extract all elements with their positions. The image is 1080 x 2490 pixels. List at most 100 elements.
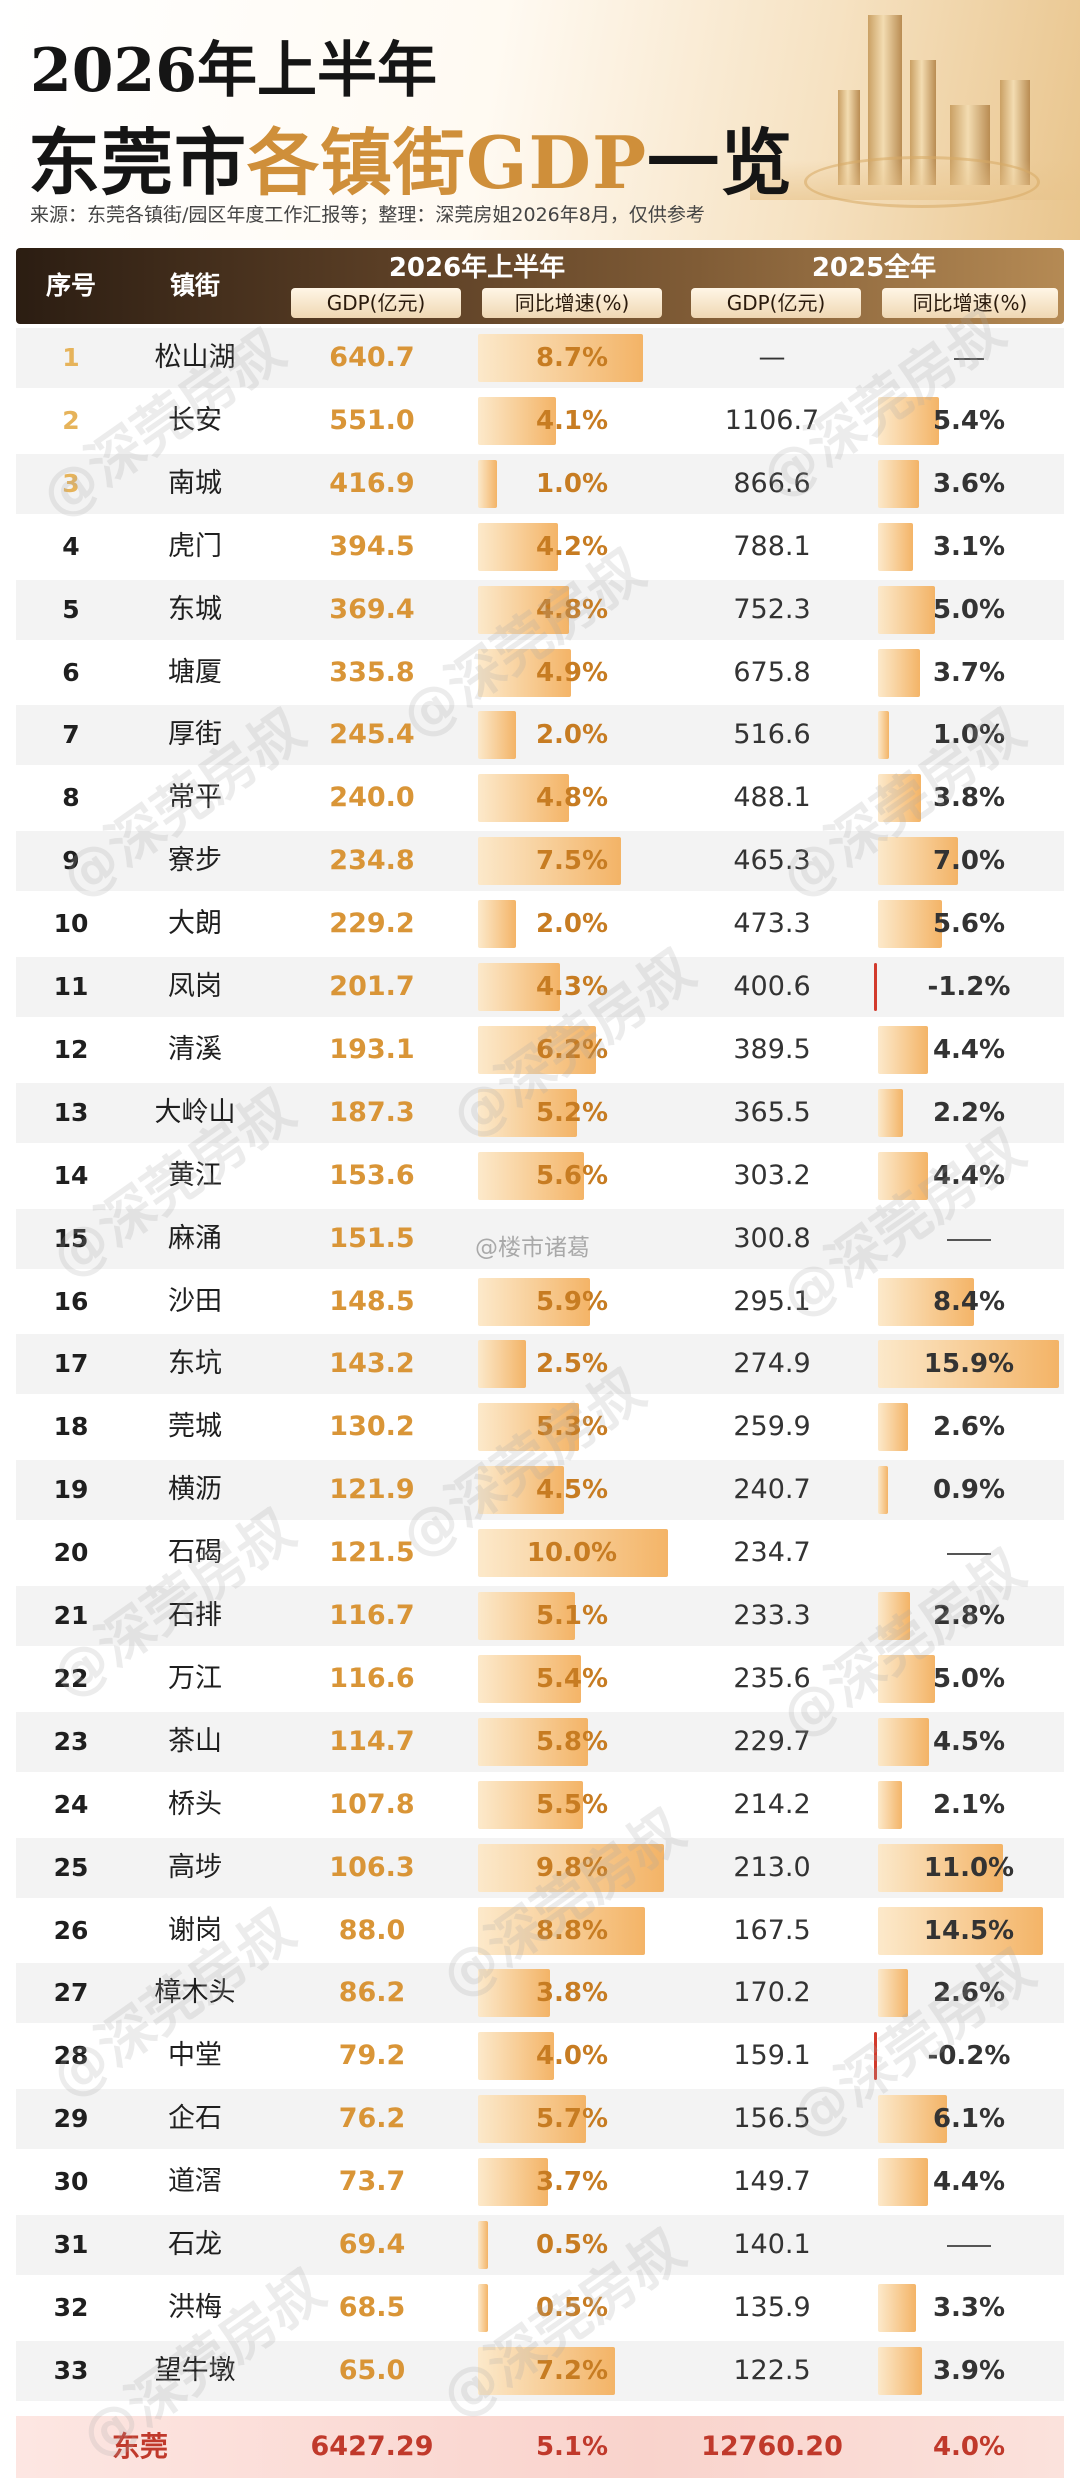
growth-2026-bar — [478, 900, 516, 948]
growth-2026: 5.5% — [474, 1775, 670, 1835]
row-number: 21 — [53, 1601, 89, 1630]
growth-2025: 3.8% — [874, 768, 1064, 828]
growth-2025: 3.1% — [874, 517, 1064, 577]
gdp-2026: 65.0 — [338, 2355, 406, 2386]
growth-2025-bar — [878, 2284, 916, 2332]
table-row: 20 石碣 121.5 10.0% 234.7 — [16, 1523, 1064, 1583]
gdp-2026: 369.4 — [329, 594, 415, 625]
growth-2026-value: 7.2% — [535, 2356, 609, 2386]
gdp-2025: 389.5 — [733, 1034, 811, 1065]
growth-2025-bar — [878, 1781, 902, 1829]
growth-2026-value: 5.2% — [535, 1098, 609, 1128]
table-row: 13 大岭山 187.3 5.2% 365.5 2.2% — [16, 1083, 1064, 1143]
growth-2026: 5.1% — [474, 1586, 670, 1646]
growth-2026: 2.0% — [474, 705, 670, 765]
total-gdp-2026: 6427.29 — [310, 2431, 434, 2462]
row-number: 22 — [53, 1664, 89, 1693]
growth-2025-bar — [878, 1718, 929, 1766]
gdp-2026: 416.9 — [329, 468, 415, 499]
table-row: 23 茶山 114.7 5.8% 229.7 4.5% — [16, 1712, 1064, 1772]
row-number: 12 — [53, 1035, 89, 1064]
growth-2026: 5.8% — [474, 1712, 670, 1772]
gdp-2025: 866.6 — [733, 468, 811, 499]
row-number: 24 — [53, 1790, 89, 1819]
town-name: 松山湖 — [154, 342, 236, 373]
town-name: 黄江 — [168, 1160, 222, 1191]
growth-2026-value: 0.5% — [535, 2293, 609, 2323]
table-row: 4 虎门 394.5 4.2% 788.1 3.1% — [16, 517, 1064, 577]
gdp-2025: 303.2 — [733, 1160, 811, 1191]
table-row: 16 沙田 148.5 5.9% 295.1 8.4% — [16, 1272, 1064, 1332]
growth-2026: 4.5% — [474, 1460, 670, 1520]
growth-2025: 8.4% — [874, 1272, 1064, 1332]
growth-2026-bar — [478, 1466, 564, 1514]
growth-2025-value: 2.1% — [932, 1790, 1006, 1820]
growth-2025-value: 3.7% — [932, 658, 1006, 688]
growth-2025-value: 6.1% — [932, 2104, 1006, 2134]
town-name: 东坑 — [168, 1348, 222, 1379]
row-number: 25 — [53, 1853, 89, 1882]
town-name: 石碣 — [168, 1537, 222, 1568]
growth-2026: 5.7% — [474, 2089, 670, 2149]
growth-2026-value: 7.5% — [535, 846, 609, 876]
town-name: 东城 — [168, 594, 222, 625]
growth-2026-bar — [478, 837, 621, 885]
gdp-2025: 135.9 — [733, 2292, 811, 2323]
growth-2026-bar — [478, 1655, 581, 1703]
gdp-2025: 259.9 — [733, 1411, 811, 1442]
gdp-2026: 121.5 — [329, 1537, 415, 1568]
gdp-2026: 68.5 — [338, 2292, 406, 2323]
growth-2025-value: 5.4% — [932, 406, 1006, 436]
gdp-2026: 86.2 — [338, 1977, 406, 2008]
growth-2025: 14.5% — [874, 1901, 1064, 1961]
growth-2025-bar — [878, 900, 942, 948]
growth-2025-bar — [878, 1969, 908, 2017]
growth-2025-value: 14.5% — [923, 1916, 1015, 1946]
title-part: 东莞市 — [28, 120, 248, 205]
town-name: 洪梅 — [168, 2292, 222, 2323]
growth-2025: 4.5% — [874, 1712, 1064, 1772]
growth-2026-value: 4.8% — [535, 595, 609, 625]
total-growth-2025: 4.0% — [932, 2432, 1006, 2462]
gdp-2025: 300.8 — [733, 1223, 811, 1254]
town-name: 寮步 — [168, 845, 222, 876]
table-row: 3 南城 416.9 1.0% 866.6 3.6% — [16, 454, 1064, 514]
town-name: 谢岗 — [168, 1915, 222, 1946]
growth-2025-value: 2.2% — [932, 1098, 1006, 1128]
growth-2025-bar — [878, 1026, 928, 1074]
gdp-2025: 675.8 — [733, 657, 811, 688]
growth-2025: 1.0% — [874, 705, 1064, 765]
growth-2026-bar — [478, 2032, 554, 2080]
growth-2025-bar — [878, 1844, 1003, 1892]
growth-2025-value: 4.4% — [932, 2167, 1006, 2197]
gdp-2025: 233.3 — [733, 1600, 811, 1631]
growth-2026-bar — [478, 2158, 548, 2206]
row-number: 9 — [62, 846, 80, 875]
gdp-2026: 73.7 — [338, 2166, 406, 2197]
growth-2025: 4.4% — [874, 2152, 1064, 2212]
gdp-2026: 193.1 — [329, 1034, 415, 1065]
growth-2025-bar — [878, 397, 939, 445]
gdp-2025: 149.7 — [733, 2166, 811, 2197]
row-number: 15 — [53, 1224, 89, 1253]
title-line-1: 2026年上半年 — [30, 36, 437, 106]
gdp-2025: 122.5 — [733, 2355, 811, 2386]
gdp-2026: 551.0 — [329, 405, 415, 436]
growth-2026: 0.5% — [474, 2278, 670, 2338]
gdp-2026: 116.7 — [329, 1600, 415, 1631]
table-row: 15 麻涌 151.5 300.8 — [16, 1209, 1064, 1269]
growth-2026-bar — [478, 1278, 590, 1326]
no-data-dash — [954, 357, 984, 360]
growth-2026-value: 4.5% — [535, 1475, 609, 1505]
growth-2025-bar — [878, 1403, 908, 1451]
growth-2025-bar — [874, 2032, 877, 2080]
growth-2025: 4.4% — [874, 1020, 1064, 1080]
growth-2026: 5.9% — [474, 1272, 670, 1332]
col-header-no: 序号 — [45, 271, 96, 300]
total-name: 东莞 — [111, 2430, 168, 2463]
growth-2026: 4.2% — [474, 517, 670, 577]
growth-2025-value: 15.9% — [923, 1349, 1015, 1379]
growth-2026-bar — [478, 1781, 583, 1829]
gdp-2025: 240.7 — [733, 1474, 811, 1505]
gdp-2025: 214.2 — [733, 1789, 811, 1820]
